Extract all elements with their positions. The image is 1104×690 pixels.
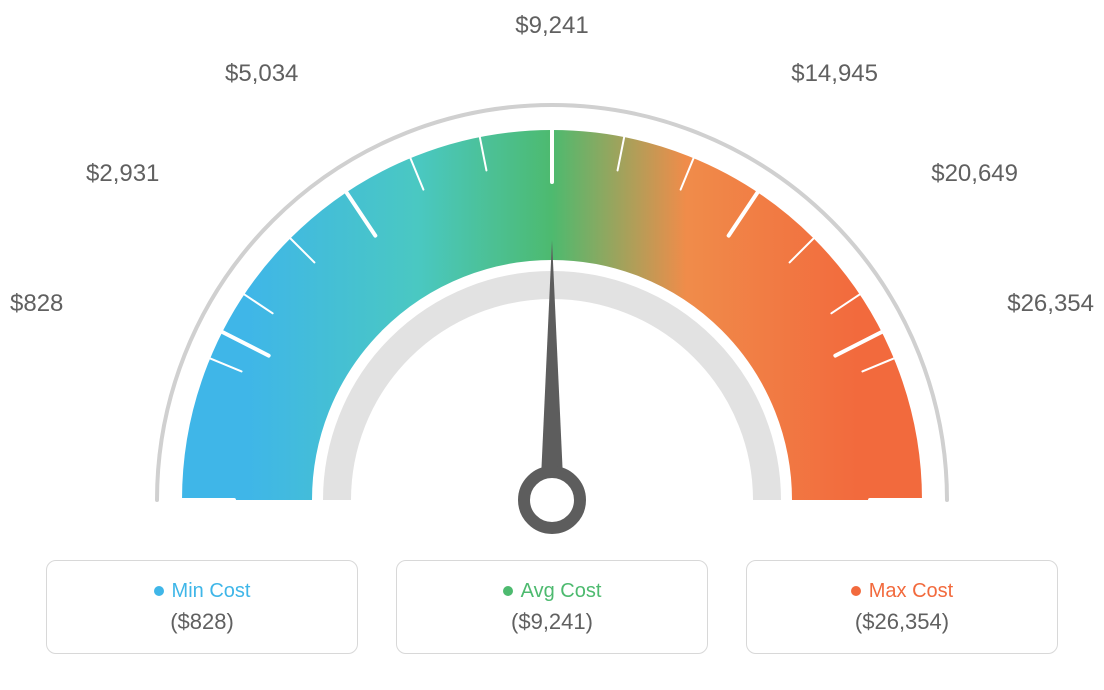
gauge-area: $828 $2,931 $5,034 $9,241 $14,945 $20,649 $26,…	[0, 0, 1104, 560]
legend-min-dot	[154, 586, 164, 596]
legend-avg-value: ($9,241)	[511, 609, 593, 635]
legend-max-label: Max Cost	[869, 580, 953, 603]
gauge-tick-label: $14,945	[791, 60, 878, 88]
gauge-tick-label: $20,649	[931, 160, 1018, 188]
legend-row: Min Cost ($828) Avg Cost ($9,241) Max Co…	[46, 560, 1058, 654]
chart-wrap: $828 $2,931 $5,034 $9,241 $14,945 $20,649 $26,…	[0, 0, 1104, 690]
legend-max-top: Max Cost	[851, 580, 953, 603]
gauge-tick-label: $828	[10, 290, 63, 318]
gauge-tick-label: $26,354	[1007, 290, 1094, 318]
legend-card-min: Min Cost ($828)	[46, 560, 358, 654]
legend-avg-label: Avg Cost	[521, 580, 602, 603]
legend-card-avg: Avg Cost ($9,241)	[396, 560, 708, 654]
gauge-svg	[0, 0, 1104, 560]
gauge-tick-label: $9,241	[515, 12, 588, 40]
legend-avg-dot	[503, 586, 513, 596]
legend-max-value: ($26,354)	[855, 609, 949, 635]
legend-min-label: Min Cost	[172, 580, 251, 603]
gauge-tick-label: $5,034	[225, 60, 298, 88]
legend-max-dot	[851, 586, 861, 596]
legend-card-max: Max Cost ($26,354)	[746, 560, 1058, 654]
legend-avg-top: Avg Cost	[503, 580, 602, 603]
legend-min-top: Min Cost	[154, 580, 251, 603]
legend-min-value: ($828)	[170, 609, 234, 635]
gauge-tick-label: $2,931	[86, 160, 159, 188]
